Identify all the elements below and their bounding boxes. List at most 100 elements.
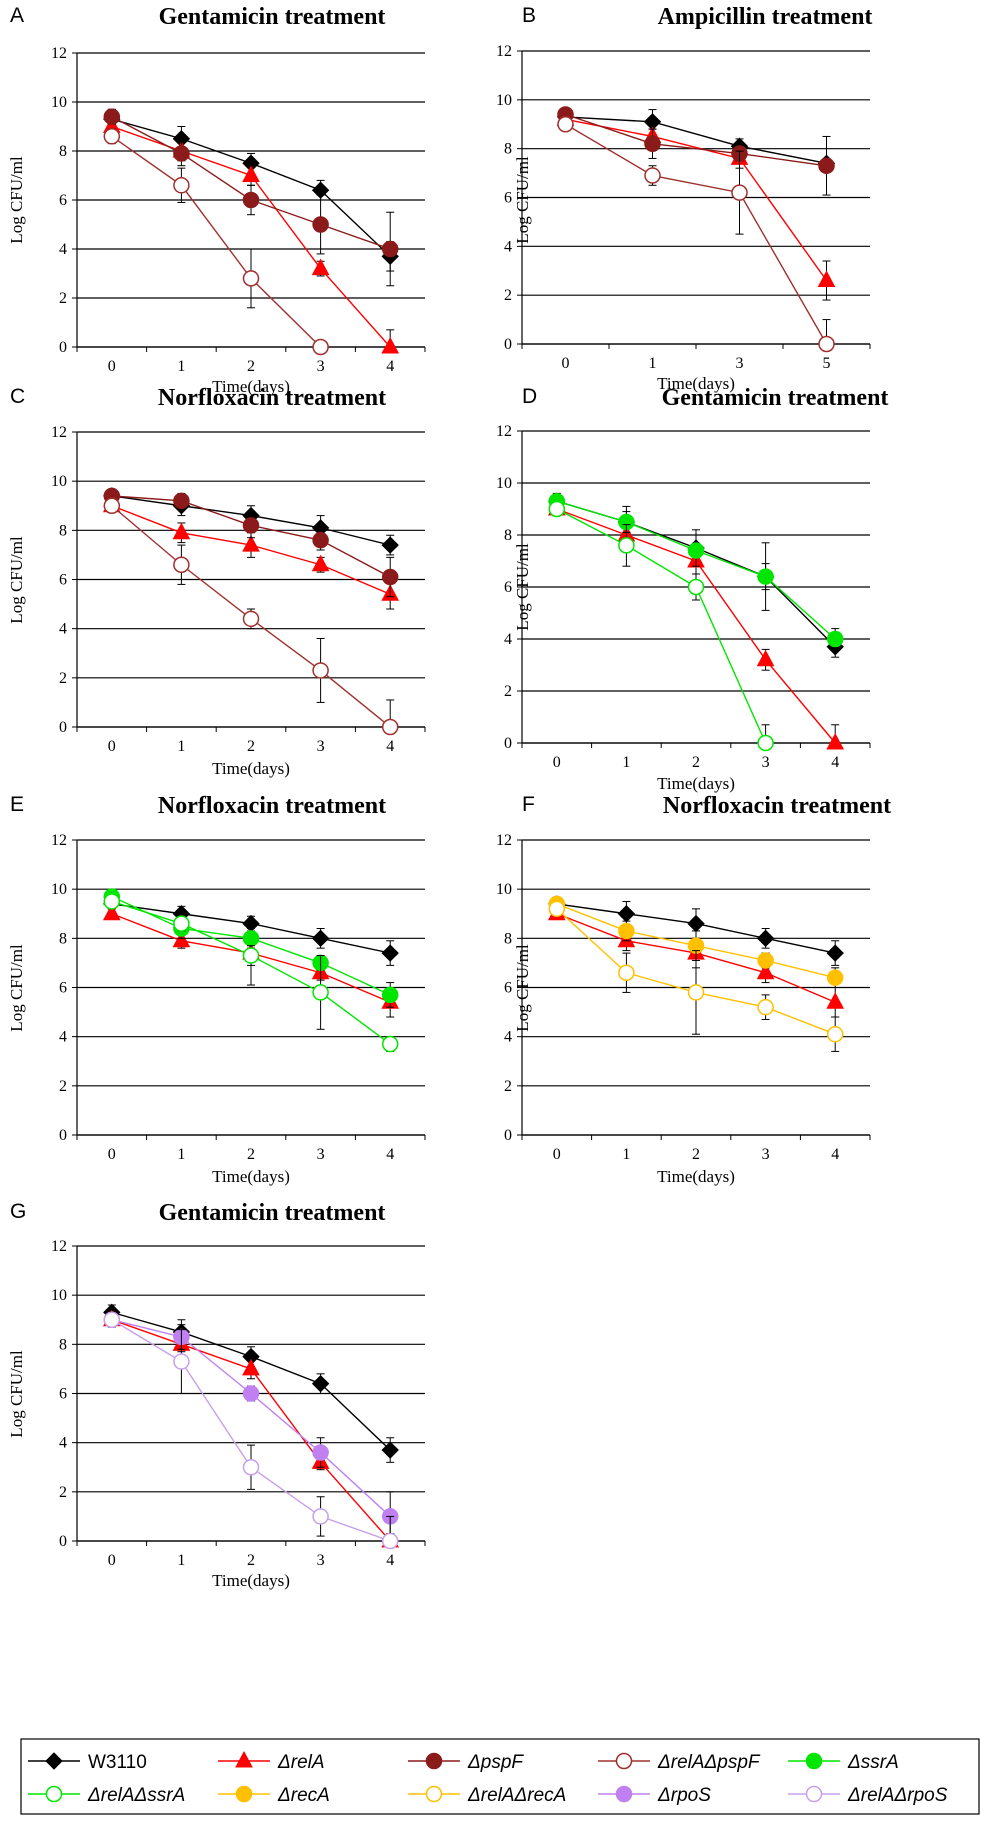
legend-item-W3110: W3110 [28, 1752, 147, 1773]
data-point-relA [756, 649, 775, 667]
data-point-relArpoS [242, 1459, 260, 1476]
y-tick-label: 2 [504, 683, 512, 700]
data-point-relAssrA [242, 947, 260, 964]
data-point-rpoS [312, 1444, 329, 1461]
y-tick-label: 2 [504, 1078, 512, 1095]
y-tick-label: 8 [504, 527, 512, 544]
data-point-relA [817, 270, 836, 288]
data-point-ssrA [381, 986, 399, 1004]
data-point-ssrA [757, 568, 774, 585]
x-tick-label: 1 [177, 738, 185, 755]
x-tick-label: 4 [386, 358, 394, 375]
data-point-relA [826, 992, 845, 1009]
data-point-W3110 [756, 929, 775, 948]
chart-title: Gentamicin treatment [159, 1200, 386, 1226]
data-point-relA [242, 165, 260, 182]
x-axis-label: Time(days) [212, 759, 290, 778]
series-relA [102, 116, 400, 354]
data-point-relArpoS [805, 1785, 823, 1803]
data-point-relAssrA [312, 984, 329, 1001]
panel-letter: B [522, 4, 536, 27]
data-point-rpoS [615, 1785, 633, 1803]
data-point-recA [235, 1785, 253, 1803]
x-tick-label: 0 [108, 1552, 116, 1569]
x-tick-label: 3 [317, 1552, 325, 1569]
y-tick-label: 0 [504, 735, 512, 752]
data-point-relApspF [173, 177, 190, 194]
y-tick-label: 0 [504, 1127, 512, 1144]
x-axis-label: Time(days) [212, 377, 290, 396]
legend-item-relApspF: ΔrelAΔpspF [598, 1752, 761, 1773]
data-point-relApspF [818, 335, 835, 353]
legend-label: ΔrelAΔrecA [467, 1785, 566, 1806]
data-point-W3110 [617, 905, 636, 923]
y-axis-label: Log CFU/ml [513, 156, 532, 244]
y-tick-label: 8 [504, 930, 512, 947]
data-point-W3110 [311, 1374, 330, 1393]
y-tick-label: 10 [496, 92, 512, 109]
y-tick-label: 10 [51, 881, 67, 898]
y-tick-label: 4 [504, 631, 512, 648]
y-tick-label: 6 [59, 192, 67, 209]
legend-frame [20, 1738, 980, 1815]
data-point-ssrA [805, 1752, 823, 1770]
legend: W3110 ΔrelA ΔpspF ΔrelAΔpspF ΔssrAΔrelAΔssrA… [20, 1738, 980, 1815]
x-tick-label: 2 [247, 1552, 255, 1569]
data-point-relArecA [618, 964, 635, 981]
series-line-W3110 [111, 1311, 391, 1451]
series-line-relApspF [565, 123, 828, 345]
legend-item-relArpoS: ΔrelAΔrpoS [788, 1785, 948, 1806]
series-relA [102, 1309, 400, 1548]
x-tick-label: 1 [622, 754, 630, 771]
series-pspF [557, 106, 835, 196]
legend-item-rpoS: ΔrpoS [598, 1785, 711, 1806]
x-tick-label: 0 [108, 1146, 116, 1163]
x-tick-label: 4 [386, 1146, 394, 1163]
data-point-pspF [173, 492, 190, 510]
legend-label: W3110 [88, 1752, 147, 1773]
data-point-relA [311, 554, 330, 572]
data-point-pspF [381, 568, 399, 586]
y-tick-label: 6 [59, 572, 67, 589]
legend-item-recA: ΔrecA [218, 1785, 330, 1806]
data-point-relArecA [826, 1025, 844, 1043]
x-tick-label: 1 [177, 358, 185, 375]
series-line-pspF [565, 113, 827, 167]
data-point-relAssrA [757, 734, 774, 752]
y-tick-label: 8 [504, 141, 512, 158]
panel-letter: G [10, 1200, 26, 1223]
x-tick-label: 3 [317, 1146, 325, 1163]
data-point-W3110 [45, 1752, 63, 1770]
data-point-relA [235, 1750, 253, 1768]
data-point-relApspF [644, 167, 661, 184]
y-axis-label: Log CFU/ml [7, 536, 26, 624]
chart-title: Gentamicin treatment [159, 4, 386, 30]
data-point-relApspF [242, 270, 260, 287]
chart-title: Norfloxacin treatment [158, 385, 386, 411]
legend-item-pspF: ΔpspF [408, 1752, 524, 1773]
x-axis-label: Time(days) [212, 1571, 290, 1590]
data-point-relAssrA [687, 578, 705, 596]
series-line-relA [565, 118, 828, 281]
data-point-pspF [312, 531, 329, 549]
x-tick-label: 3 [736, 355, 744, 372]
series-line-relAssrA [556, 508, 767, 744]
data-point-pspF [242, 191, 260, 209]
y-tick-label: 10 [496, 881, 512, 898]
y-tick-label: 4 [59, 241, 67, 258]
x-tick-label: 4 [386, 738, 394, 755]
y-axis-label: Log CFU/ml [513, 944, 532, 1032]
y-tick-label: 10 [51, 94, 67, 111]
x-tick-label: 5 [823, 355, 831, 372]
y-tick-label: 0 [59, 1533, 67, 1550]
data-point-relAssrA [548, 500, 566, 518]
y-tick-label: 4 [504, 238, 512, 255]
data-point-relA [102, 903, 121, 921]
y-tick-label: 12 [51, 424, 67, 441]
legend-label: ΔrpoS [657, 1785, 711, 1806]
data-point-pspF [425, 1752, 443, 1770]
x-tick-label: 3 [762, 1146, 770, 1163]
y-tick-label: 0 [504, 336, 512, 353]
